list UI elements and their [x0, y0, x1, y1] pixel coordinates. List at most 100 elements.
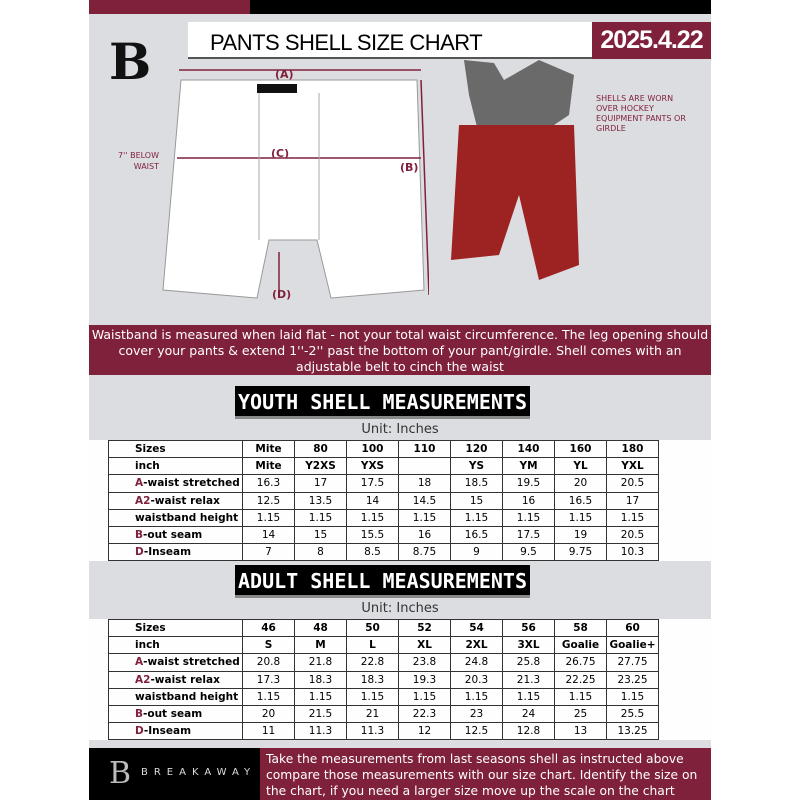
adult-title: ADULT SHELL MEASUREMENTS	[235, 565, 530, 598]
table-cell: 19.5	[502, 474, 555, 493]
table-cell: 8.5	[346, 543, 399, 562]
table-cell: Y2XS	[294, 457, 347, 476]
measure-key: B	[135, 529, 144, 542]
table-row: B-out seam 14 15 15.5 16 16.5 17.5 19 20.5	[108, 525, 659, 545]
table-cell: 1.15	[554, 687, 607, 706]
table-cell: 11.3	[294, 722, 347, 741]
table-cell: 16.5	[554, 491, 607, 510]
table-cell: 48	[294, 618, 347, 638]
table-cell: 160	[554, 439, 607, 459]
table-row: D-Inseam 7 8 8.5 8.75 9 9.5 9.75 10.3	[108, 543, 659, 562]
table-cell: 1.15	[398, 508, 451, 527]
table-cell: 23.25	[606, 670, 659, 689]
table-cell: 22.25	[554, 670, 607, 689]
table-cell: 24.8	[450, 653, 503, 672]
table-row: A-waist stretched 16.3 17 17.5 18 18.5 19.5 20 2…	[108, 474, 659, 493]
label-d: (D)	[272, 288, 292, 301]
row-label: A-waist stretched	[108, 653, 243, 672]
table-cell: 16	[398, 525, 451, 545]
table-cell: 9.5	[502, 543, 555, 562]
table-cell: YXS	[346, 457, 399, 476]
table-cell: Goalie	[554, 636, 607, 655]
row-label: A-waist stretched	[108, 474, 243, 493]
table-cell: 110	[398, 439, 451, 459]
table-cell: 16	[502, 491, 555, 510]
footer-brand-name: BREAKAWAY	[141, 767, 257, 778]
table-row: A2-waist relax 17.3 18.3 18.3 19.3 20.3 21.3 22…	[108, 670, 659, 689]
table-cell: 58	[554, 618, 607, 638]
table-cell: 18.3	[294, 670, 347, 689]
table-cell: 60	[606, 618, 659, 638]
row-label: A2-waist relax	[108, 670, 243, 689]
adult-table: Sizes 46 48 50 52 54 56 58 60 inch S M L XL 2XL 3XL Goal…	[108, 618, 659, 741]
table-cell: 13	[554, 722, 607, 741]
table-cell: YM	[502, 457, 555, 476]
pants-photo	[451, 60, 579, 280]
table-cell: 12.5	[242, 491, 295, 510]
table-row: B-out seam 20 21.5 21 22.3 23 24 25 25.5	[108, 704, 659, 724]
label-b: (B)	[400, 161, 419, 174]
table-cell: 1.15	[502, 687, 555, 706]
row-label: B-out seam	[108, 525, 243, 545]
table-cell: 180	[606, 439, 659, 459]
table-cell: M	[294, 636, 347, 655]
youth-title: YOUTH SHELL MEASUREMENTS	[235, 386, 530, 419]
table-cell: 15	[450, 491, 503, 510]
table-cell: 9.75	[554, 543, 607, 562]
table-row: inch S M L XL 2XL 3XL Goalie Goalie+	[108, 636, 659, 655]
table-cell: 14.5	[398, 491, 451, 510]
label-a: (A)	[275, 68, 294, 81]
row-label: inch	[108, 636, 243, 655]
table-cell: 11	[242, 722, 295, 741]
row-label: inch	[108, 457, 243, 476]
table-cell: 1.15	[450, 687, 503, 706]
table-cell: 25.8	[502, 653, 555, 672]
size-chart-page: B PANTS SHELL SIZE CHART 2025.4.22 (A) (…	[89, 0, 711, 800]
measure-key: A	[135, 656, 144, 669]
table-cell: 11.3	[346, 722, 399, 741]
table-cell: Goalie+	[606, 636, 659, 655]
table-cell: 1.15	[294, 508, 347, 527]
table-cell: Mite	[242, 439, 295, 459]
table-row: Sizes 46 48 50 52 54 56 58 60	[108, 618, 659, 638]
table-cell: 1.15	[346, 508, 399, 527]
row-label: D-Inseam	[108, 722, 243, 741]
measure-key: A	[135, 477, 144, 490]
table-cell: 12.8	[502, 722, 555, 741]
table-cell: YL	[554, 457, 607, 476]
pants-diagram	[162, 69, 429, 299]
table-cell: 16.5	[450, 525, 503, 545]
table-cell: YXL	[606, 457, 659, 476]
table-cell: 46	[242, 618, 295, 638]
row-label: B-out seam	[108, 704, 243, 724]
top-bar-accent	[89, 0, 250, 14]
table-cell: 50	[346, 618, 399, 638]
table-cell: 23	[450, 704, 503, 724]
measure-key: A2	[135, 494, 151, 507]
table-cell: 17	[294, 474, 347, 493]
youth-unit: Unit: Inches	[361, 422, 439, 437]
table-cell: 1.15	[606, 687, 659, 706]
table-cell: 100	[346, 439, 399, 459]
table-cell: 15	[294, 525, 347, 545]
table-cell: 16.3	[242, 474, 295, 493]
table-cell: 27.75	[606, 653, 659, 672]
table-cell: 8	[294, 543, 347, 562]
table-cell: 21.8	[294, 653, 347, 672]
table-cell: 25	[554, 704, 607, 724]
youth-table: Sizes Mite 80 100 110 120 140 160 180 inch Mite Y2X…	[108, 439, 659, 562]
table-cell: 18	[398, 474, 451, 493]
table-cell: 8.75	[398, 543, 451, 562]
table-cell: 17.3	[242, 670, 295, 689]
table-cell: 56	[502, 618, 555, 638]
table-cell: 18.5	[450, 474, 503, 493]
brand-logo: B	[109, 32, 152, 91]
table-cell: YS	[450, 457, 503, 476]
table-cell: 24	[502, 704, 555, 724]
table-cell: 19	[554, 525, 607, 545]
table-cell: 23.8	[398, 653, 451, 672]
table-cell: 9	[450, 543, 503, 562]
row-label: waistband height	[108, 687, 243, 706]
table-cell: 1.15	[554, 508, 607, 527]
table-cell: 1.15	[242, 687, 295, 706]
